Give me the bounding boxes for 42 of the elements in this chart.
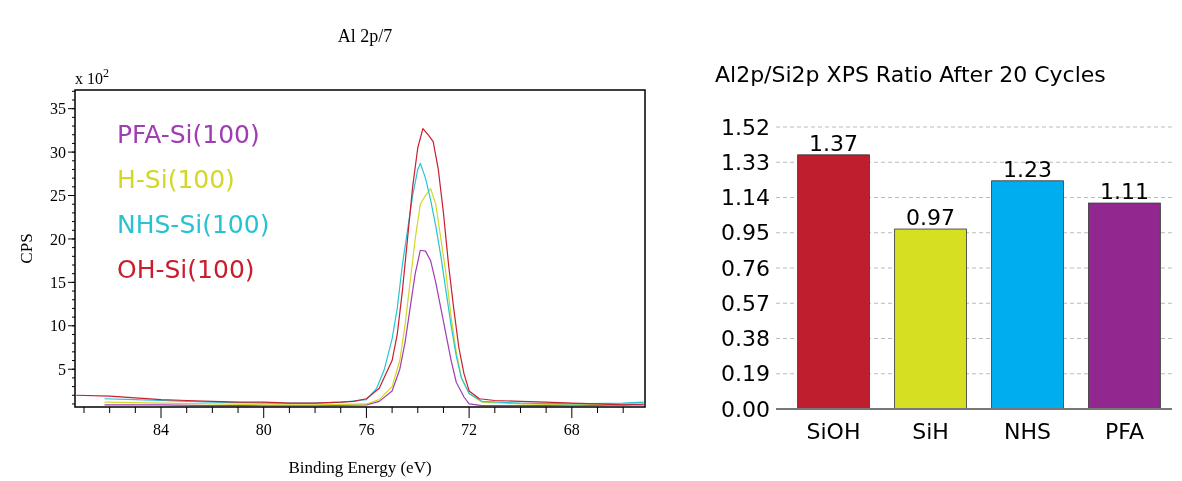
y-tick-label: 15 xyxy=(50,273,66,291)
data-label: 1.11 xyxy=(1099,179,1149,205)
x-axis-title: Binding Energy (eV) xyxy=(288,458,432,477)
y-tick-label: 1.52 xyxy=(721,114,770,140)
y-tick-label: 0.76 xyxy=(721,255,770,281)
y-tick-label: 35 xyxy=(50,100,66,118)
x-tick-label: SiOH xyxy=(806,419,861,444)
chart-title: Al2p/Si2p XPS Ratio After 20 Cycles xyxy=(715,62,1106,87)
y-tick-label: 1.14 xyxy=(721,185,770,211)
y-tick-label: 0.00 xyxy=(721,396,770,422)
y-tick-label: 5 xyxy=(58,360,66,378)
y-tick-label: 30 xyxy=(50,143,66,161)
chart-title: Al 2p/7 xyxy=(337,26,393,46)
x-tick-label: SiH xyxy=(912,419,949,444)
y-axis-title: CPS xyxy=(17,233,36,264)
bar xyxy=(991,180,1064,410)
data-label: 1.23 xyxy=(1003,156,1052,182)
bar xyxy=(894,228,967,410)
x-tick-label: 76 xyxy=(358,421,375,438)
x-tick-label: 68 xyxy=(563,421,580,438)
text: PFA-Si(100) xyxy=(117,120,260,149)
y-tick-label: 0.19 xyxy=(721,361,770,387)
text: NHS-Si(100) xyxy=(117,210,270,239)
x-tick-label: 72 xyxy=(461,421,478,438)
text: H-Si(100) xyxy=(117,165,235,194)
y-tick-label: 10 xyxy=(50,317,66,335)
x-tick-label: PFA xyxy=(1105,419,1144,444)
y-tick-label: 0.95 xyxy=(721,220,770,246)
x-tick-label: 80 xyxy=(255,421,272,438)
y-tick-label: 20 xyxy=(50,230,66,248)
y-tick-label: 1.33 xyxy=(721,149,770,175)
data-label: 0.97 xyxy=(906,205,955,231)
bar xyxy=(1088,202,1161,410)
text: OH-Si(100) xyxy=(117,255,255,284)
y-tick-label: 0.57 xyxy=(721,290,770,316)
y-tick-label: 0.38 xyxy=(721,326,770,352)
text: x 10$^{2}$ xyxy=(75,66,109,87)
y-tick-label: 25 xyxy=(50,187,66,205)
x-tick-label: 84 xyxy=(153,421,170,438)
data-label: 1.37 xyxy=(809,130,859,156)
x-tick-label: NHS xyxy=(1004,419,1051,444)
bar xyxy=(797,154,870,410)
